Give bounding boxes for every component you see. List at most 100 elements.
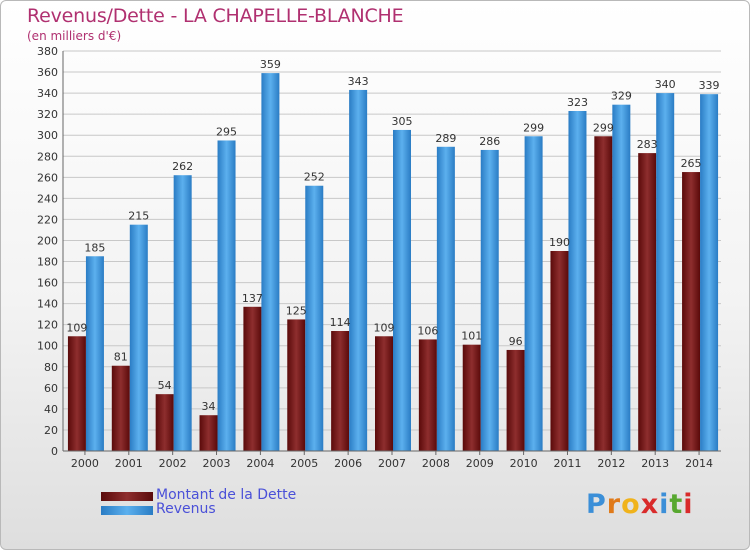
data-label-dette: 109 xyxy=(66,321,87,334)
x-tick-label: 2014 xyxy=(685,457,713,470)
y-tick-label: 160 xyxy=(37,277,58,290)
bar-revenus xyxy=(261,73,280,452)
bar-dette xyxy=(287,319,306,451)
x-tick-label: 2009 xyxy=(466,457,494,470)
logo-letter: r xyxy=(606,489,622,520)
chart-subtitle: (en milliers d'€) xyxy=(27,29,122,43)
chart-title: Revenus/Dette - LA CHAPELLE-BLANCHE xyxy=(27,5,404,27)
data-label-dette: 109 xyxy=(374,321,395,334)
bar-dette xyxy=(506,349,525,451)
x-tick-label: 2003 xyxy=(203,457,231,470)
x-tick-label: 2004 xyxy=(246,457,274,470)
data-label-dette: 299 xyxy=(593,121,614,134)
x-tick-label: 2001 xyxy=(115,457,143,470)
data-label-dette: 283 xyxy=(637,138,658,151)
data-label-dette: 114 xyxy=(330,316,351,329)
y-tick-label: 120 xyxy=(37,319,58,332)
logo-letter: i xyxy=(659,489,670,520)
bar-dette xyxy=(594,136,613,451)
x-tick-label: 2011 xyxy=(553,457,581,470)
bar-dette xyxy=(331,331,350,451)
data-label-dette: 125 xyxy=(286,304,307,317)
y-tick-label: 280 xyxy=(37,150,58,163)
data-label-revenus: 295 xyxy=(216,125,237,138)
y-tick-label: 220 xyxy=(37,213,58,226)
data-label-revenus: 185 xyxy=(84,241,105,254)
data-label-revenus: 343 xyxy=(348,75,369,88)
bar-revenus xyxy=(612,104,631,452)
proxiti-logo: Proxiti xyxy=(586,489,694,520)
y-tick-label: 80 xyxy=(44,361,58,374)
data-label-revenus: 215 xyxy=(128,210,149,223)
y-tick-label: 140 xyxy=(37,298,58,311)
x-tick-label: 2008 xyxy=(422,457,450,470)
y-tick-label: 240 xyxy=(37,192,58,205)
x-tick-label: 2005 xyxy=(290,457,318,470)
legend-label-dette: Montant de la Dette xyxy=(156,487,297,503)
data-label-dette: 190 xyxy=(549,236,570,249)
data-label-dette: 101 xyxy=(461,330,482,343)
x-tick-label: 2002 xyxy=(159,457,187,470)
legend-swatch-dette xyxy=(101,492,153,501)
bar-dette xyxy=(550,251,569,451)
logo-letter: o xyxy=(621,489,641,520)
data-label-revenus: 323 xyxy=(567,96,588,109)
data-label-revenus: 262 xyxy=(172,160,193,173)
data-label-dette: 81 xyxy=(114,351,128,364)
data-label-revenus: 305 xyxy=(392,115,413,128)
data-label-dette: 96 xyxy=(509,335,523,348)
x-tick-label: 2006 xyxy=(334,457,362,470)
bar-revenus xyxy=(85,256,104,451)
data-label-revenus: 339 xyxy=(699,79,720,92)
x-tick-label: 2010 xyxy=(510,457,538,470)
bar-revenus xyxy=(129,224,148,451)
y-tick-label: 300 xyxy=(37,129,58,142)
data-label-dette: 34 xyxy=(202,400,216,413)
y-tick-label: 20 xyxy=(44,424,58,437)
data-label-revenus: 286 xyxy=(479,135,500,148)
data-label-revenus: 329 xyxy=(611,90,632,103)
data-label-revenus: 340 xyxy=(655,78,676,91)
bar-revenus xyxy=(173,175,192,452)
logo-letter: i xyxy=(683,489,694,520)
x-tick-label: 2000 xyxy=(71,457,99,470)
bar-revenus xyxy=(656,93,675,452)
bar-dette xyxy=(111,365,130,451)
bar-dette xyxy=(682,172,701,452)
data-label-dette: 137 xyxy=(242,292,263,305)
data-label-dette: 265 xyxy=(681,157,702,170)
data-label-dette: 54 xyxy=(158,379,172,392)
data-label-revenus: 359 xyxy=(260,58,281,71)
bar-dette xyxy=(199,415,218,451)
bar-dette xyxy=(67,336,86,451)
axes: 0 20 40 60 80 100 120 140 160 180 200 220 240 260 280 3… xyxy=(37,45,721,470)
legend-label-revenus: Revenus xyxy=(156,501,216,517)
x-tick-label: 2012 xyxy=(597,457,625,470)
data-label-revenus: 289 xyxy=(435,132,456,145)
y-tick-label: 200 xyxy=(37,234,58,247)
bar-revenus xyxy=(393,129,411,451)
y-tick-label: 180 xyxy=(37,256,58,269)
logo-letter: x xyxy=(640,489,660,520)
data-label-revenus: 299 xyxy=(523,121,544,134)
bar-dette xyxy=(638,153,657,451)
bar-dette xyxy=(155,394,174,451)
y-tick-label: 320 xyxy=(37,108,58,121)
y-tick-label: 60 xyxy=(44,382,58,395)
bar-dette xyxy=(375,336,393,451)
bar-revenus xyxy=(436,146,455,451)
y-tick-label: 380 xyxy=(37,45,58,58)
y-tick-label: 260 xyxy=(37,171,58,184)
y-tick-label: 0 xyxy=(51,445,58,458)
bar-dette xyxy=(418,339,437,451)
y-tick-label: 40 xyxy=(44,403,58,416)
bar-revenus xyxy=(217,140,236,451)
bar-revenus xyxy=(480,149,499,451)
bars xyxy=(67,73,719,452)
y-tick-label: 340 xyxy=(37,87,58,100)
data-labels: 109 185 81 215 54 262 34 295 137 359 125 252 114 343 1… xyxy=(66,58,719,413)
data-label-revenus: 252 xyxy=(304,171,325,184)
bar-revenus xyxy=(349,89,368,452)
